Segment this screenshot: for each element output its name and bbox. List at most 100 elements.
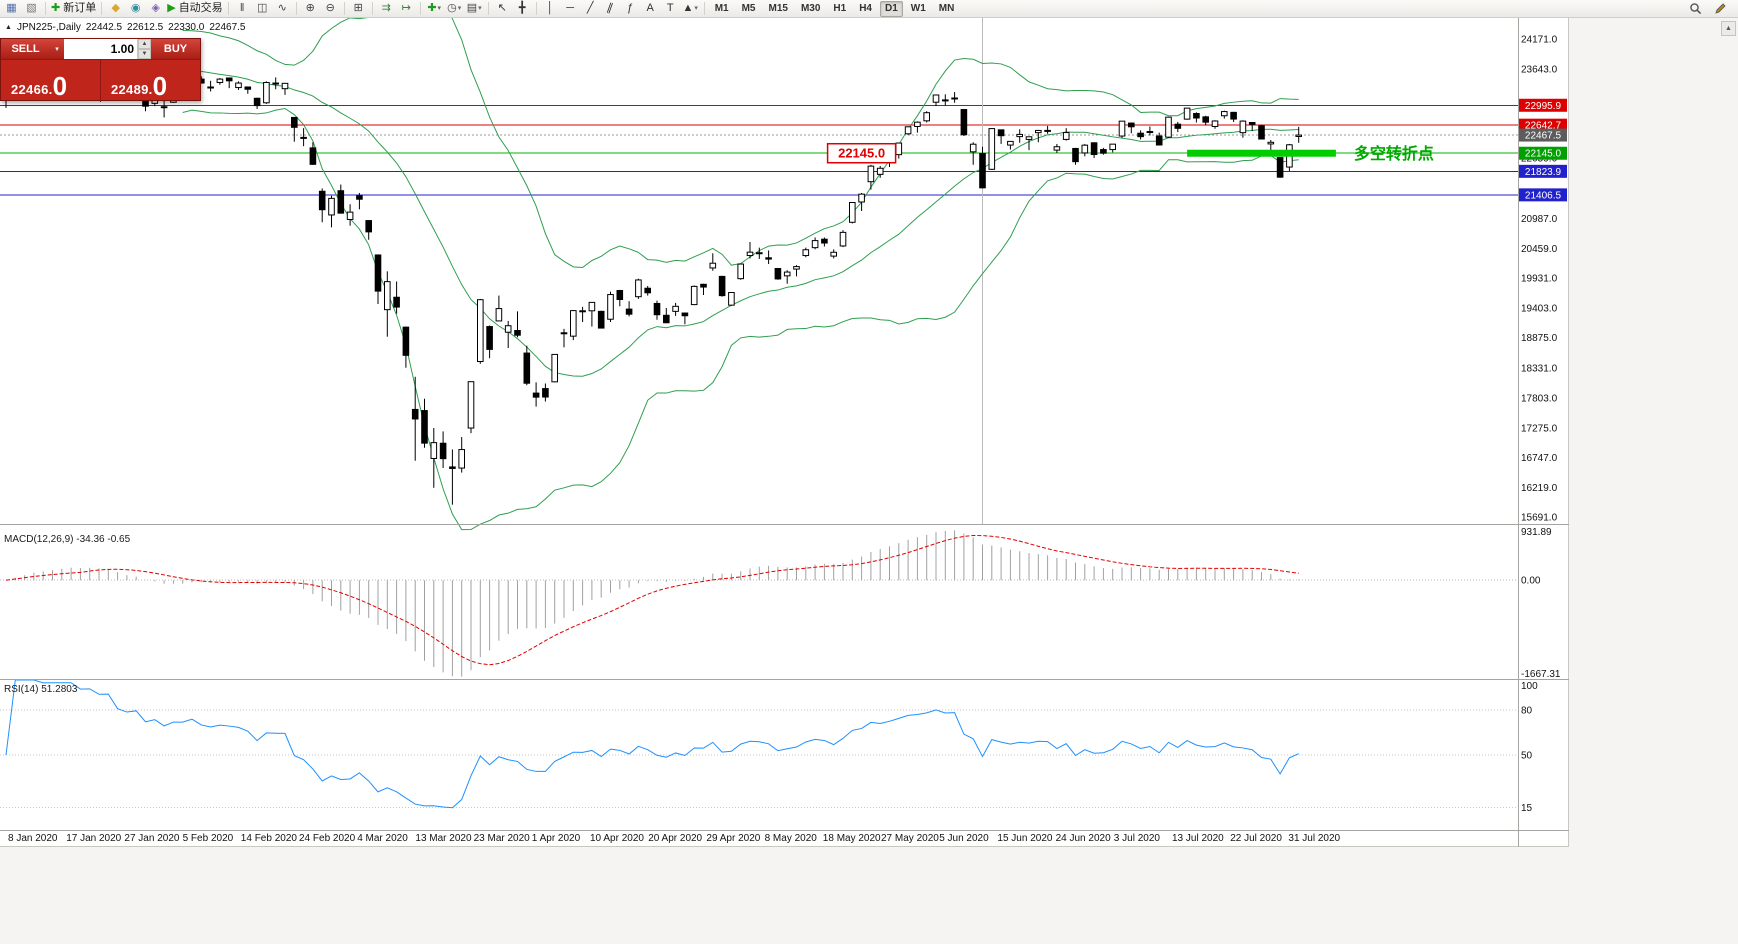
search-icon[interactable] bbox=[1686, 0, 1705, 17]
macd-axis-labels: 931.89 0.00 -1667.31 bbox=[1521, 527, 1561, 680]
toolbar-separator bbox=[45, 2, 46, 15]
edit-icon[interactable] bbox=[1711, 0, 1730, 17]
candlestick-type-icon[interactable]: ◫ bbox=[256, 2, 268, 14]
svg-text:931.89: 931.89 bbox=[1521, 527, 1552, 538]
bar-chart-type-icon[interactable]: ‖ bbox=[239, 2, 245, 14]
svg-text:15 Jun 2020: 15 Jun 2020 bbox=[997, 833, 1052, 844]
buy-price[interactable]: 22489. 0 bbox=[100, 60, 200, 102]
timeframe-h1-button[interactable]: H1 bbox=[833, 2, 847, 14]
volume-dropdown-button[interactable]: ▾ bbox=[50, 39, 64, 59]
timeframe-d1-button[interactable]: D1 bbox=[880, 0, 903, 17]
templates-icon[interactable]: ▤ ▾ bbox=[466, 2, 482, 14]
volume-input[interactable] bbox=[64, 39, 137, 59]
zoom-out-icon[interactable]: ⊖ bbox=[325, 2, 335, 14]
timeframe-h4-button[interactable]: H4 bbox=[859, 2, 872, 14]
scroll-up-button[interactable]: ▲ bbox=[1721, 21, 1736, 36]
one-click-trading-panel: SELL ▾ ▲ ▼ BUY 22466. 0 22489. 0 bbox=[0, 38, 201, 102]
ohlc-close: 22467.5 bbox=[209, 22, 246, 33]
svg-text:17 Jan 2020: 17 Jan 2020 bbox=[66, 833, 121, 844]
new-chart-icon[interactable]: ▦ bbox=[6, 2, 17, 14]
horizontal-level-lines bbox=[0, 104, 1518, 196]
timeframe-m5-button[interactable]: M5 bbox=[741, 2, 756, 14]
chart-shift-icon[interactable]: ↦ bbox=[401, 2, 411, 14]
chart-window[interactable]: 多空转折点22145.024171.023643.022059.020987.0… bbox=[0, 18, 1569, 847]
svg-text:15: 15 bbox=[1521, 803, 1533, 814]
toolbar-separator bbox=[101, 2, 103, 15]
macd-histogram bbox=[14, 530, 1300, 677]
svg-text:18331.0: 18331.0 bbox=[1521, 364, 1558, 375]
dropdown-caret-icon: ▾ bbox=[478, 5, 482, 12]
timeframe-mn-button[interactable]: MN bbox=[938, 2, 955, 14]
svg-text:20459.0: 20459.0 bbox=[1521, 244, 1558, 255]
svg-text:22 Jul 2020: 22 Jul 2020 bbox=[1230, 833, 1282, 844]
horizontal-line-icon[interactable]: ─ bbox=[566, 2, 575, 14]
auto-scroll-icon[interactable]: ⇉ bbox=[381, 2, 391, 14]
fibonacci-icon[interactable]: ƒ bbox=[627, 2, 634, 14]
svg-text:23 Mar 2020: 23 Mar 2020 bbox=[474, 833, 531, 844]
trendline-icon[interactable]: ╱ bbox=[586, 2, 594, 14]
trade-prices: 22466. 0 22489. 0 bbox=[1, 60, 200, 102]
svg-text:23643.0: 23643.0 bbox=[1521, 64, 1558, 75]
level-price-label-box[interactable] bbox=[826, 142, 897, 164]
metaeditor-icon[interactable]: ◆ bbox=[111, 2, 120, 14]
dropdown-caret-icon: ▾ bbox=[694, 5, 698, 12]
svg-text:10 Apr 2020: 10 Apr 2020 bbox=[590, 833, 644, 844]
toolbar-separator bbox=[343, 2, 345, 15]
sell-price[interactable]: 22466. 0 bbox=[11, 70, 68, 101]
svg-text:50: 50 bbox=[1521, 751, 1533, 762]
svg-text:24 Feb 2020: 24 Feb 2020 bbox=[299, 833, 356, 844]
rsi-line bbox=[5, 679, 1299, 809]
toolbar-separator bbox=[487, 2, 489, 15]
one-click-toggle-icon[interactable]: ▲ bbox=[5, 24, 12, 31]
svg-text:20987.0: 20987.0 bbox=[1521, 214, 1558, 225]
bollinger-lower-line bbox=[182, 107, 1299, 531]
ohlc-open: 22442.5 bbox=[85, 22, 123, 33]
bollinger-upper-line bbox=[182, 18, 1299, 269]
svg-text:5 Feb 2020: 5 Feb 2020 bbox=[183, 833, 234, 844]
svg-text:22145.0: 22145.0 bbox=[1525, 149, 1562, 160]
new-order-button[interactable]: ✚ 新订单 bbox=[51, 2, 97, 14]
svg-text:100: 100 bbox=[1521, 681, 1538, 692]
shapes-icon[interactable]: ▲ ▾ bbox=[682, 2, 698, 14]
dropdown-caret-icon: ▾ bbox=[437, 5, 442, 12]
tile-windows-icon[interactable]: ⊞ bbox=[353, 2, 363, 14]
channel-icon[interactable]: ∥ bbox=[605, 1, 615, 15]
label-icon[interactable]: T bbox=[666, 2, 674, 14]
vertical-line-icon[interactable]: │ bbox=[546, 2, 554, 14]
line-chart-type-icon[interactable]: ∿ bbox=[277, 2, 287, 14]
chart-title: JPN225-,Daily bbox=[16, 22, 81, 33]
svg-text:22642.7: 22642.7 bbox=[1525, 121, 1562, 132]
price-chart-svg[interactable]: 多空转折点22145.024171.023643.022059.020987.0… bbox=[0, 18, 1569, 847]
market-watch-icon[interactable]: ◉ bbox=[130, 2, 141, 14]
text-icon[interactable]: A bbox=[646, 2, 654, 14]
crosshair-icon[interactable]: ╋ bbox=[518, 2, 526, 14]
sell-button[interactable]: SELL bbox=[1, 39, 50, 59]
autotrading-button[interactable]: ▶ 自动交易 bbox=[167, 2, 223, 14]
timeframe-w1-button[interactable]: W1 bbox=[910, 2, 926, 14]
turning-point-text[interactable]: 多空转折点 bbox=[1354, 144, 1434, 163]
candles bbox=[2, 41, 1303, 505]
volume-down-button[interactable]: ▼ bbox=[138, 49, 151, 59]
periods-icon[interactable]: ◷ ▾ bbox=[447, 2, 462, 14]
zoom-in-icon[interactable]: ⊕ bbox=[305, 2, 315, 14]
rsi-label: RSI(14) 51.2803 bbox=[4, 684, 78, 695]
svg-text:24 Jun 2020: 24 Jun 2020 bbox=[1056, 833, 1111, 844]
svg-text:16747.0: 16747.0 bbox=[1521, 453, 1558, 464]
indicators-icon[interactable]: ✚ ▾ bbox=[427, 2, 442, 14]
timeframe-m15-button[interactable]: M15 bbox=[768, 2, 788, 14]
svg-text:0.00: 0.00 bbox=[1521, 576, 1541, 587]
svg-text:21823.9: 21823.9 bbox=[1525, 167, 1562, 178]
svg-text:80: 80 bbox=[1521, 706, 1533, 717]
svg-text:31 Jul 2020: 31 Jul 2020 bbox=[1288, 833, 1340, 844]
volume-up-button[interactable]: ▲ bbox=[138, 39, 151, 49]
buy-button[interactable]: BUY bbox=[151, 39, 200, 59]
timeframe-m1-button[interactable]: M1 bbox=[714, 2, 729, 14]
timeframe-m30-button[interactable]: M30 bbox=[800, 2, 821, 14]
svg-text:5 Jun 2020: 5 Jun 2020 bbox=[939, 833, 989, 844]
svg-text:21406.5: 21406.5 bbox=[1525, 190, 1562, 201]
cursor-icon[interactable]: ↖ bbox=[497, 2, 507, 14]
chart-profiles-icon[interactable]: ▧ bbox=[26, 2, 37, 14]
turning-point-bar[interactable] bbox=[1187, 149, 1336, 157]
svg-text:16219.0: 16219.0 bbox=[1521, 483, 1558, 494]
navigator-icon[interactable]: ◈ bbox=[151, 2, 160, 14]
